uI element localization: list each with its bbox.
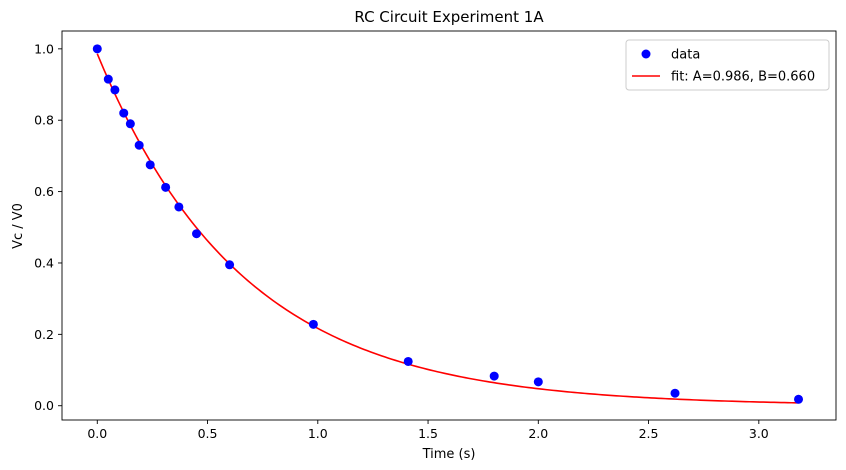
- data-point: [794, 394, 804, 404]
- data-point: [489, 371, 499, 381]
- x-tick-label: 1.0: [308, 426, 328, 441]
- x-tick-label: 0.5: [198, 426, 218, 441]
- data-point: [110, 85, 120, 95]
- x-axis: 0.0 0.5 1.0 1.5 2.0 2.5 3.0: [87, 420, 769, 441]
- y-tick-label: 0.2: [34, 327, 54, 342]
- fit-line: [96, 53, 799, 404]
- data-point: [308, 319, 318, 329]
- data-point: [161, 182, 171, 192]
- data-point: [225, 260, 235, 270]
- data-point: [192, 229, 202, 239]
- legend-label: fit: A=0.986, B=0.660: [671, 70, 815, 85]
- data-point: [403, 356, 413, 366]
- data-point: [125, 119, 135, 129]
- data-point: [145, 160, 155, 170]
- legend-box: [625, 39, 830, 91]
- x-tick-label: 2.0: [528, 426, 548, 441]
- x-tick-label: 2.5: [639, 426, 659, 441]
- data-point: [174, 202, 184, 212]
- x-tick-label: 1.5: [418, 426, 438, 441]
- data-point: [533, 377, 543, 387]
- data-point: [92, 44, 102, 54]
- y-axis: 0.0 0.2 0.4 0.6 0.8 1.0: [34, 41, 62, 413]
- y-tick-label: 0.0: [34, 398, 54, 413]
- x-tick-label: 3.0: [749, 426, 769, 441]
- plot-area: [61, 30, 837, 421]
- x-axis-title: Time (s): [422, 447, 476, 462]
- y-tick-label: 0.8: [34, 113, 54, 128]
- chart-title: RC Circuit Experiment 1A: [354, 8, 544, 26]
- y-tick-label: 1.0: [34, 41, 54, 56]
- y-tick-label: 0.4: [34, 255, 54, 270]
- data-point: [134, 140, 144, 150]
- legend: data fit: A=0.986, B=0.660: [625, 39, 830, 91]
- data-point: [119, 108, 129, 118]
- y-axis-title: Vc / V0: [11, 203, 26, 249]
- data-point: [670, 388, 680, 398]
- data-point: [103, 74, 113, 84]
- y-tick-label: 0.6: [34, 184, 54, 199]
- legend-label: data: [671, 48, 700, 63]
- plot-frame: [61, 30, 837, 421]
- x-tick-label: 0.0: [87, 426, 107, 441]
- legend-marker-data: [641, 49, 651, 59]
